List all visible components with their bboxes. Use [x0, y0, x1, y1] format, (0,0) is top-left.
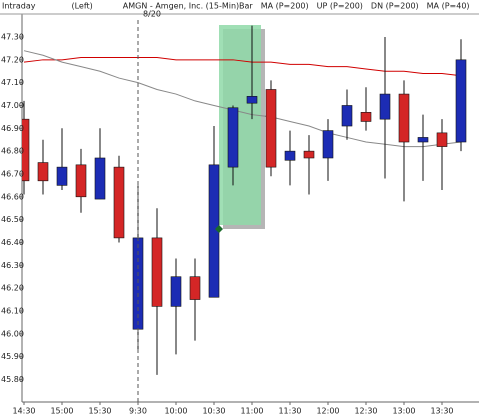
- candle-body: [22, 118, 30, 182]
- header-item: DN (P=200): [371, 2, 419, 11]
- highlight-box: [219, 25, 261, 225]
- candle-body: [455, 59, 467, 143]
- candle-body: [417, 137, 429, 143]
- y-tick-label: 46.00: [1, 329, 24, 338]
- y-tick-label: 46.40: [1, 238, 24, 247]
- y-tick-label: 46.90: [1, 124, 24, 133]
- candle-body: [151, 237, 163, 307]
- candle-body: [37, 162, 49, 182]
- candle-body: [284, 150, 296, 161]
- y-tick-label: 46.20: [1, 284, 24, 293]
- x-tick-label: 10:30: [202, 407, 225, 416]
- candle-body: [246, 96, 258, 104]
- header-item: (Left): [71, 2, 92, 11]
- candle-body: [341, 105, 353, 127]
- x-tick-label: 13:30: [430, 407, 453, 416]
- candle-body: [436, 132, 448, 147]
- y-tick-label: 47.00: [1, 101, 24, 110]
- moving-average: [23, 57, 462, 77]
- candle-body: [379, 93, 391, 120]
- x-tick-label: 12:00: [316, 407, 339, 416]
- header-item: UP (P=200): [317, 2, 363, 11]
- x-tick-label: 10:00: [164, 407, 187, 416]
- header-item: AMGN - Amgen, Inc. (15-Min): [123, 2, 239, 11]
- x-tick-label: 15:00: [50, 407, 73, 416]
- candle-body: [94, 157, 106, 200]
- y-tick-label: 46.30: [1, 261, 24, 270]
- header-item: MA (P=40): [427, 2, 470, 11]
- y-tick-label: 46.70: [1, 169, 24, 178]
- candle-body: [265, 89, 277, 168]
- session-label: 8/20: [143, 10, 161, 19]
- y-tick-label: 46.60: [1, 192, 24, 201]
- y-tick-label: 45.80: [1, 375, 24, 384]
- candle-body: [303, 150, 315, 159]
- candle-body: [113, 166, 125, 239]
- candle-body: [227, 107, 239, 168]
- candle-body: [398, 93, 410, 143]
- candle-body: [360, 112, 372, 122]
- x-tick-label: 11:30: [278, 407, 301, 416]
- x-tick-label: 15:30: [88, 407, 111, 416]
- y-tick-label: 47.20: [1, 55, 24, 64]
- y-tick-label: 46.80: [1, 147, 24, 156]
- plot-area: [22, 25, 467, 375]
- candle-body: [322, 130, 334, 159]
- y-tick-label: 45.90: [1, 352, 24, 361]
- x-tick-label: 13:00: [392, 407, 415, 416]
- header-item: Intraday: [2, 2, 36, 11]
- signal-marker: [215, 225, 223, 233]
- y-tick-label: 46.10: [1, 306, 24, 315]
- y-tick-label: 47.30: [1, 32, 24, 41]
- y-tick-label: 47.10: [1, 78, 24, 87]
- y-tick-label: 46.50: [1, 215, 24, 224]
- candle-body: [56, 166, 68, 186]
- x-tick-label: 14:30: [12, 407, 35, 416]
- candle-body: [75, 164, 87, 198]
- moving-average: [23, 50, 462, 148]
- header-item: MA (P=200): [261, 2, 309, 11]
- x-tick-label: 9:30: [129, 407, 147, 416]
- x-tick-label: 11:00: [240, 407, 263, 416]
- candle-body: [189, 276, 201, 300]
- candle-body: [170, 276, 182, 307]
- x-tick-label: 12:30: [354, 407, 377, 416]
- header-item: Bar: [239, 2, 253, 11]
